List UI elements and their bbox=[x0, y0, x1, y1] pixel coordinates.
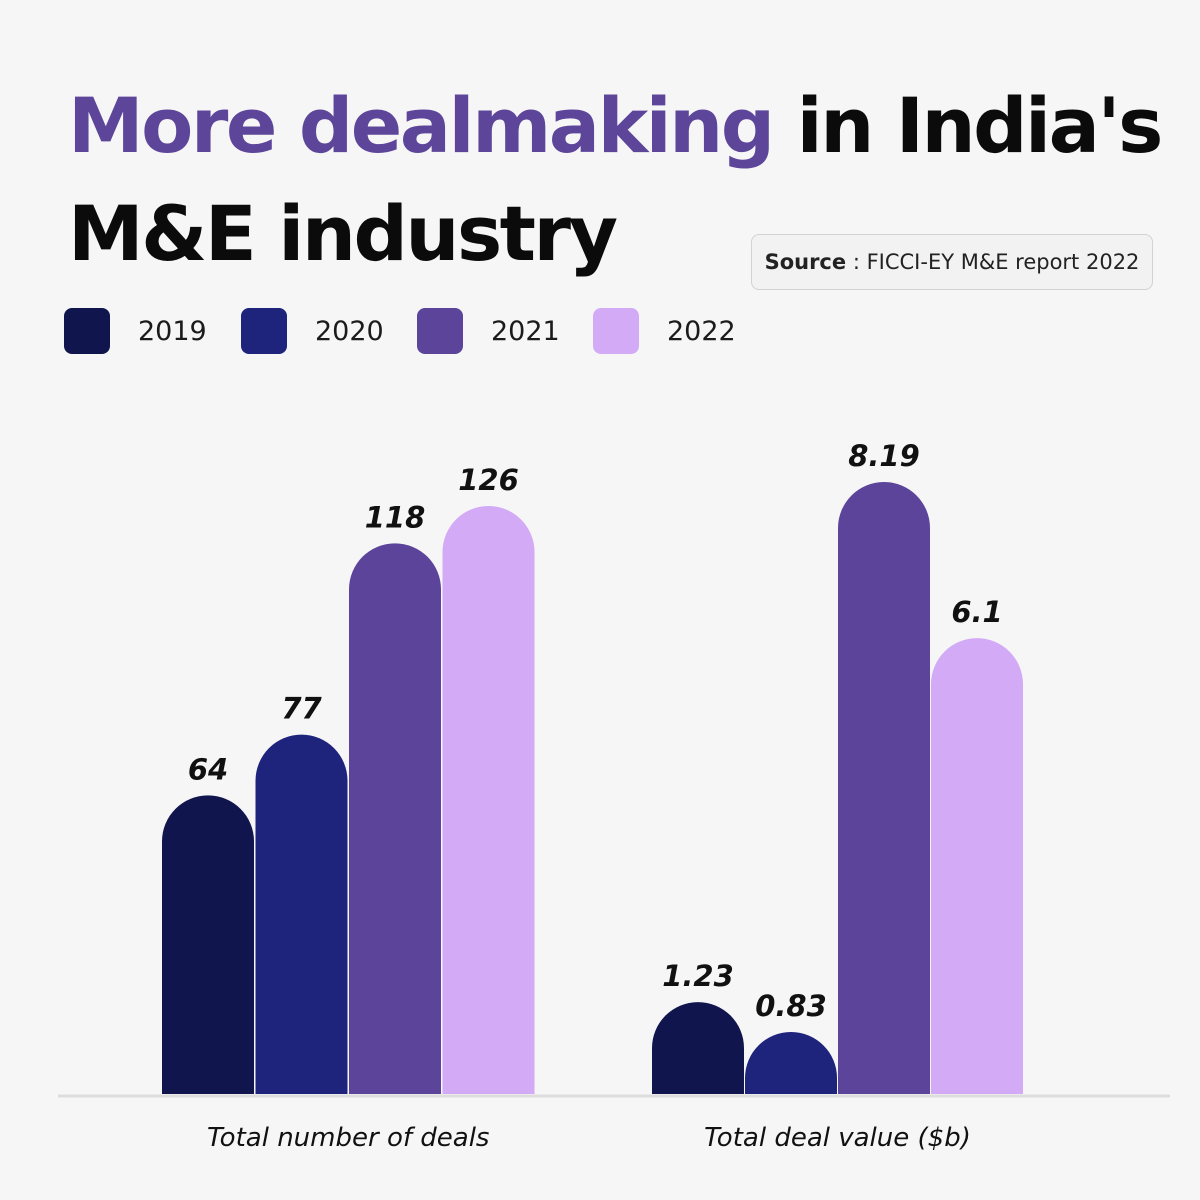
legend-swatch-2019 bbox=[64, 308, 110, 354]
source-separator: : bbox=[846, 250, 867, 274]
data-label-deals-2022: 126 bbox=[458, 463, 519, 497]
data-label-value-2020: 0.83 bbox=[755, 989, 827, 1023]
data-label-value-2021: 8.19 bbox=[848, 439, 920, 473]
bar-deals-2021 bbox=[349, 543, 441, 1094]
bar-value-2020 bbox=[745, 1031, 837, 1094]
title-part-2: M&E industry bbox=[68, 189, 618, 278]
legend-swatch-2021 bbox=[417, 308, 463, 354]
bar-value-2022 bbox=[931, 638, 1023, 1094]
bar-deals-2019 bbox=[162, 795, 254, 1094]
legend-swatch-2022 bbox=[593, 308, 639, 354]
chart-title: More dealmaking in India's M&E industry bbox=[68, 72, 1168, 288]
group-label-value: Total deal value ($b) bbox=[704, 1123, 971, 1153]
legend-label-2022: 2022 bbox=[667, 315, 736, 347]
legend-swatch-2020 bbox=[241, 308, 287, 354]
bar-deals-2022 bbox=[442, 506, 535, 1094]
legend-item-2021: 2021 bbox=[417, 308, 560, 354]
data-label-deals-2019: 64 bbox=[188, 752, 228, 786]
source-box: Source : FICCI-EY M&E report 2022 bbox=[751, 234, 1153, 290]
data-label-value-2019: 1.23 bbox=[662, 959, 734, 993]
source-label: Source bbox=[764, 250, 847, 274]
title-highlight: More dealmaking bbox=[68, 81, 775, 170]
group-label-deals: Total number of deals bbox=[207, 1123, 489, 1153]
source-text: FICCI-EY M&E report 2022 bbox=[866, 250, 1140, 274]
legend-item-2019: 2019 bbox=[64, 308, 207, 354]
bar-deals-2020 bbox=[255, 734, 348, 1094]
legend-item-2020: 2020 bbox=[241, 308, 384, 354]
legend-item-2022: 2022 bbox=[593, 308, 736, 354]
bar-value-2021 bbox=[838, 482, 930, 1094]
legend-label-2020: 2020 bbox=[315, 315, 384, 347]
data-label-value-2022: 6.1 bbox=[951, 595, 1002, 629]
legend-label-2019: 2019 bbox=[138, 315, 207, 347]
legend-label-2021: 2021 bbox=[491, 315, 560, 347]
title-part-1: in India's bbox=[772, 81, 1164, 170]
bar-value-2019 bbox=[652, 1002, 744, 1094]
data-label-deals-2021: 118 bbox=[365, 500, 426, 534]
data-label-deals-2020: 77 bbox=[281, 692, 322, 726]
